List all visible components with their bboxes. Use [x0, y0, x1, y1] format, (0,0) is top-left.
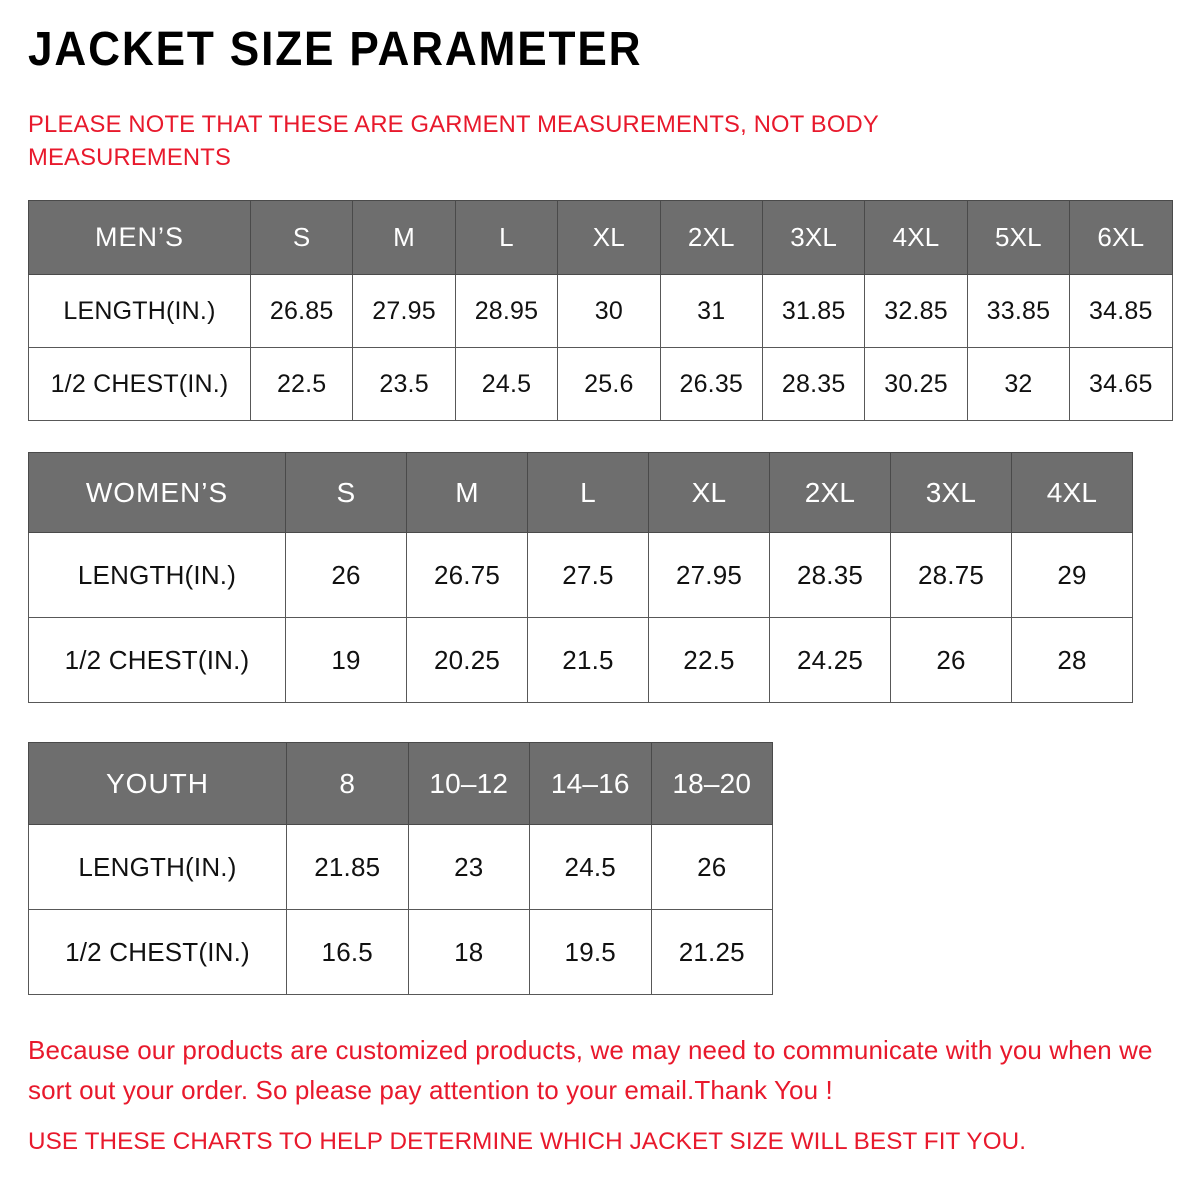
womens-col-header-5: 3XL — [890, 452, 1012, 533]
mens-col-header-5: 3XL — [761, 200, 866, 275]
womens-chest-3xl: 26 — [890, 617, 1012, 703]
mens-length-4xl: 32.85 — [864, 274, 968, 348]
youth-length-18-20: 26 — [650, 824, 773, 910]
table-header-row: MEN’S S M L XL 2XL 3XL 4XL 5XL 6XL — [28, 200, 1173, 275]
mens-chest-4xl: 30.25 — [864, 347, 968, 421]
mens-corner-label: MEN’S — [28, 200, 251, 275]
youth-col-header-0: 8 — [286, 742, 409, 825]
mens-length-5xl: 33.85 — [966, 274, 1071, 348]
womens-col-header-0: S — [285, 452, 407, 533]
mens-col-header-4: 2XL — [659, 200, 763, 275]
youth-length-8: 21.85 — [286, 824, 409, 910]
womens-size-table: WOMEN’S S M L XL 2XL 3XL 4XL LENGTH(IN.)… — [28, 452, 1133, 703]
womens-length-2xl: 28.35 — [769, 532, 891, 618]
chart-usage-notice: USE THESE CHARTS TO HELP DETERMINE WHICH… — [28, 1128, 1027, 1155]
womens-row-label-length: LENGTH(IN.) — [28, 532, 286, 618]
mens-chest-l: 24.5 — [454, 347, 559, 421]
youth-chest-8: 16.5 — [286, 909, 409, 995]
mens-length-xl: 30 — [557, 274, 661, 348]
youth-col-header-3: 18–20 — [650, 742, 773, 825]
mens-length-s: 26.85 — [249, 274, 354, 348]
youth-col-header-2: 14–16 — [529, 742, 652, 825]
mens-length-6xl: 34.85 — [1069, 274, 1173, 348]
womens-chest-s: 19 — [285, 617, 407, 703]
mens-row-label-chest: 1/2 CHEST(IN.) — [28, 347, 251, 421]
womens-col-header-4: 2XL — [769, 452, 891, 533]
mens-chest-2xl: 26.35 — [659, 347, 763, 421]
mens-chest-3xl: 28.35 — [761, 347, 866, 421]
mens-length-3xl: 31.85 — [761, 274, 866, 348]
womens-chest-4xl: 28 — [1011, 617, 1133, 703]
womens-col-header-6: 4XL — [1011, 452, 1133, 533]
womens-chest-m: 20.25 — [406, 617, 528, 703]
mens-chest-xl: 25.6 — [557, 347, 661, 421]
womens-length-m: 26.75 — [406, 532, 528, 618]
womens-row-label-chest: 1/2 CHEST(IN.) — [28, 617, 286, 703]
mens-chest-6xl: 34.65 — [1069, 347, 1173, 421]
youth-row-label-length: LENGTH(IN.) — [28, 824, 287, 910]
mens-chest-s: 22.5 — [249, 347, 354, 421]
youth-chest-18-20: 21.25 — [650, 909, 773, 995]
mens-length-2xl: 31 — [659, 274, 763, 348]
youth-chest-10-12: 18 — [407, 909, 530, 995]
womens-length-3xl: 28.75 — [890, 532, 1012, 618]
youth-length-10-12: 23 — [407, 824, 530, 910]
mens-chest-m: 23.5 — [352, 347, 456, 421]
youth-col-header-1: 10–12 — [407, 742, 530, 825]
mens-length-l: 28.95 — [454, 274, 559, 348]
womens-chest-2xl: 24.25 — [769, 617, 891, 703]
table-row: 1/2 CHEST(IN.) 16.5 18 19.5 21.25 — [28, 909, 773, 995]
youth-corner-label: YOUTH — [28, 742, 287, 825]
table-row: LENGTH(IN.) 21.85 23 24.5 26 — [28, 824, 773, 910]
womens-col-header-1: M — [406, 452, 528, 533]
youth-row-label-chest: 1/2 CHEST(IN.) — [28, 909, 287, 995]
table-header-row: WOMEN’S S M L XL 2XL 3XL 4XL — [28, 452, 1133, 533]
womens-length-4xl: 29 — [1011, 532, 1133, 618]
mens-col-header-6: 4XL — [864, 200, 968, 275]
mens-col-header-3: XL — [557, 200, 661, 275]
mens-length-m: 27.95 — [352, 274, 456, 348]
table-header-row: YOUTH 8 10–12 14–16 18–20 — [28, 742, 773, 825]
mens-col-header-1: M — [352, 200, 456, 275]
customization-notice: Because our products are customized prod… — [28, 1035, 1153, 1106]
womens-corner-label: WOMEN’S — [28, 452, 286, 533]
mens-col-header-8: 6XL — [1069, 200, 1173, 275]
womens-chest-xl: 22.5 — [648, 617, 770, 703]
womens-chest-l: 21.5 — [527, 617, 649, 703]
table-row: LENGTH(IN.) 26.85 27.95 28.95 30 31 31.8… — [28, 274, 1173, 348]
youth-chest-14-16: 19.5 — [529, 909, 652, 995]
mens-size-table: MEN’S S M L XL 2XL 3XL 4XL 5XL 6XL LENGT… — [28, 200, 1173, 421]
table-row: LENGTH(IN.) 26 26.75 27.5 27.95 28.35 28… — [28, 532, 1133, 618]
mens-col-header-2: L — [454, 200, 559, 275]
youth-length-14-16: 24.5 — [529, 824, 652, 910]
mens-col-header-7: 5XL — [966, 200, 1071, 275]
page-title: JACKET SIZE PARAMETER — [28, 23, 643, 76]
table-row: 1/2 CHEST(IN.) 19 20.25 21.5 22.5 24.25 … — [28, 617, 1133, 703]
mens-chest-5xl: 32 — [966, 347, 1071, 421]
mens-col-header-0: S — [249, 200, 354, 275]
womens-length-xl: 27.95 — [648, 532, 770, 618]
womens-length-l: 27.5 — [527, 532, 649, 618]
womens-col-header-3: XL — [648, 452, 770, 533]
table-row: 1/2 CHEST(IN.) 22.5 23.5 24.5 25.6 26.35… — [28, 347, 1173, 421]
womens-col-header-2: L — [527, 452, 649, 533]
mens-row-label-length: LENGTH(IN.) — [28, 274, 251, 348]
garment-measurement-note: PLEASE NOTE THAT THESE ARE GARMENT MEASU… — [28, 111, 879, 172]
womens-length-s: 26 — [285, 532, 407, 618]
youth-size-table: YOUTH 8 10–12 14–16 18–20 LENGTH(IN.) 21… — [28, 742, 773, 995]
